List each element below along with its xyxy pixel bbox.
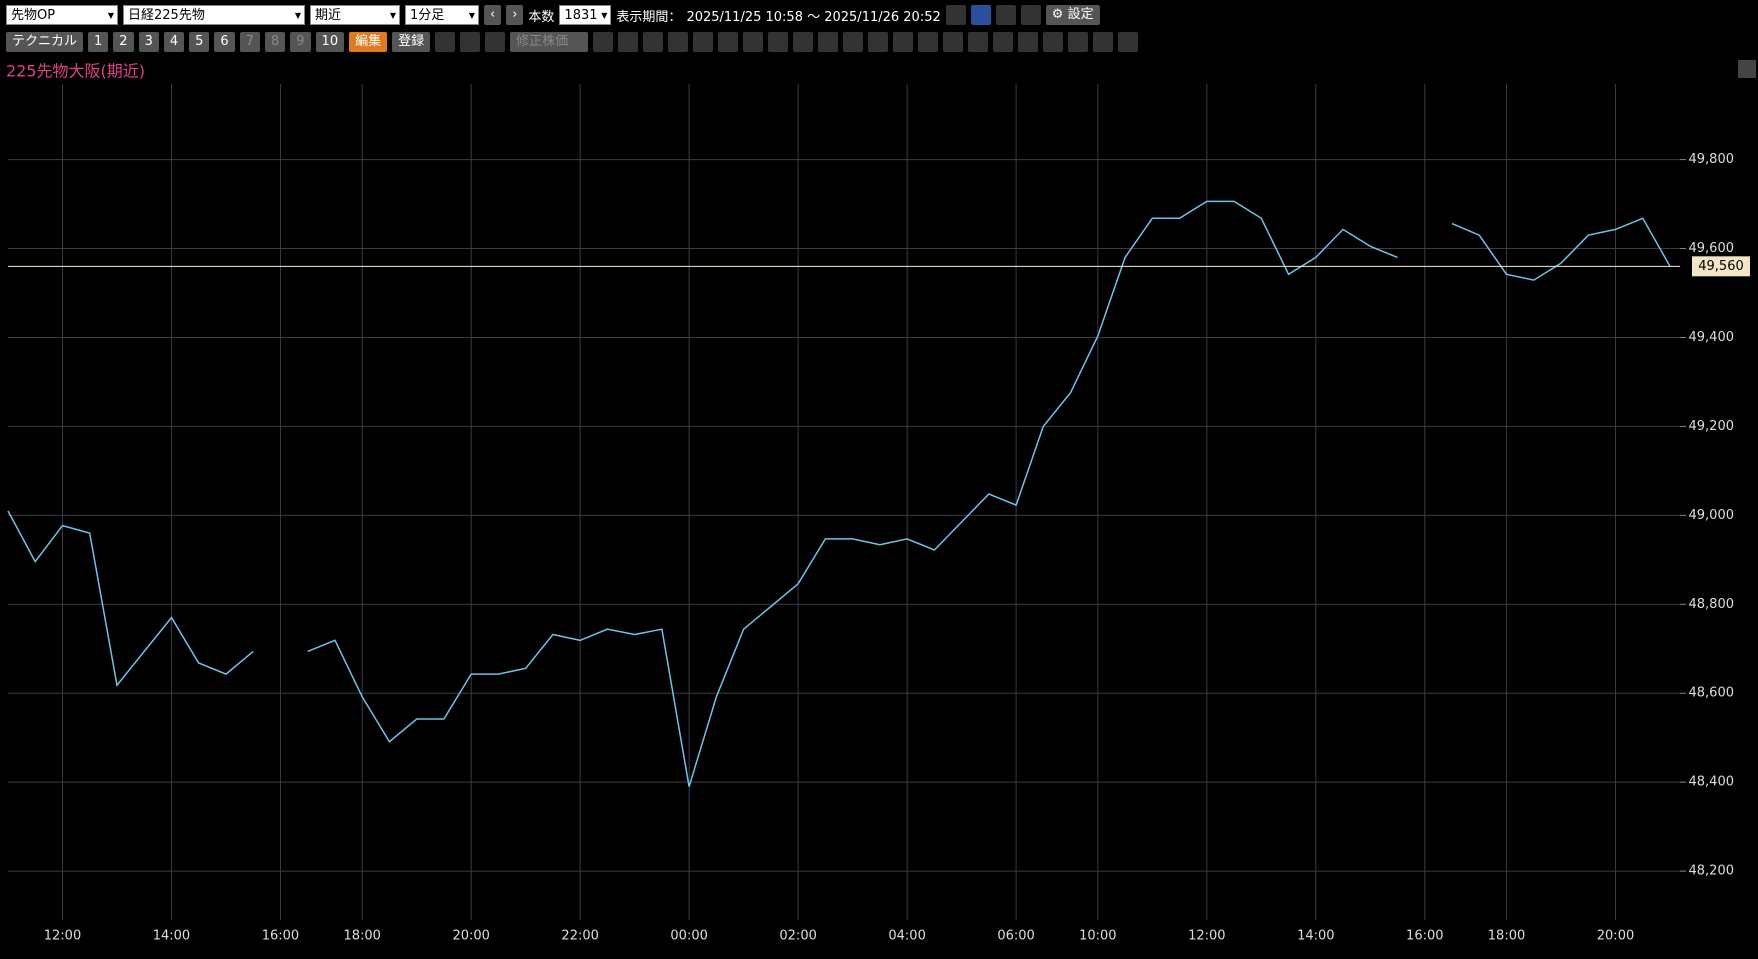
- x-tick-label: 06:00: [997, 929, 1034, 944]
- toolbar: 先物OP 日経225先物 期近 1分足 ‹ › 本数 1831 表示期間： 20…: [0, 0, 1758, 58]
- tool-icon[interactable]: [943, 32, 964, 52]
- slot-button[interactable]: 4: [163, 32, 185, 52]
- export-button[interactable]: [1020, 5, 1041, 25]
- tool-icon[interactable]: [868, 32, 889, 52]
- x-tick-label: 18:00: [1488, 929, 1525, 944]
- symbol-select[interactable]: 日経225先物: [123, 5, 305, 26]
- tool-icon[interactable]: [768, 32, 789, 52]
- tool-icon[interactable]: [1043, 32, 1064, 52]
- settings-text: 設定: [1067, 7, 1094, 22]
- chart-bg: [0, 58, 1758, 959]
- slot-button[interactable]: 1: [88, 32, 109, 52]
- x-tick-label: 12:00: [44, 929, 81, 944]
- tool-icon[interactable]: [1118, 32, 1139, 52]
- y-tick-label: 48,600: [1689, 686, 1735, 701]
- tool-icon[interactable]: [618, 32, 639, 52]
- tool-icon[interactable]: [1093, 32, 1114, 52]
- edit-button[interactable]: 編集: [349, 32, 388, 52]
- undo-button[interactable]: [945, 5, 966, 25]
- tool-icon[interactable]: [993, 32, 1014, 52]
- x-tick-label: 20:00: [1597, 929, 1634, 944]
- x-tick-label: 22:00: [561, 929, 598, 944]
- y-tick-label: 48,400: [1689, 775, 1735, 790]
- slot-button[interactable]: 3: [138, 32, 159, 52]
- x-tick-label: 20:00: [452, 929, 489, 944]
- slot-button[interactable]: 9: [290, 32, 311, 52]
- tool-icon[interactable]: [485, 32, 506, 52]
- tool-icon[interactable]: [668, 32, 689, 52]
- x-tick-label: 04:00: [888, 929, 925, 944]
- register-button[interactable]: 登録: [392, 32, 431, 52]
- x-tick-label: 16:00: [262, 929, 299, 944]
- bars-label: 本数: [528, 9, 555, 25]
- last-price-box: [1692, 256, 1750, 277]
- last-price-label: 49,560: [1698, 259, 1744, 274]
- tool-icon[interactable]: [743, 32, 764, 52]
- x-tick-label: 02:00: [779, 929, 816, 944]
- y-tick-label: 49,200: [1689, 419, 1735, 434]
- y-tick-label: 49,600: [1689, 241, 1735, 256]
- y-tick-label: 48,800: [1689, 597, 1735, 612]
- settings-button[interactable]: ⚙ 設定: [1045, 5, 1100, 25]
- period: 2025/11/25 10:58 ～ 2025/11/26 20:52: [686, 9, 941, 25]
- x-tick-label: 18:00: [343, 929, 380, 944]
- prev-button[interactable]: ‹: [484, 5, 502, 25]
- tool-icon[interactable]: [718, 32, 739, 52]
- slot-button[interactable]: 6: [214, 32, 235, 52]
- tool-icon[interactable]: [818, 32, 839, 52]
- collapse-button[interactable]: [1738, 60, 1756, 78]
- x-tick-label: 14:00: [153, 929, 190, 944]
- contract-select[interactable]: 期近: [310, 5, 400, 26]
- y-tick-label: 48,200: [1689, 864, 1735, 879]
- tool-icon[interactable]: [893, 32, 914, 52]
- tool-icon[interactable]: [643, 32, 664, 52]
- tool-icon[interactable]: [435, 32, 456, 52]
- print-button[interactable]: [995, 5, 1016, 25]
- period-label: 表示期間：: [616, 9, 682, 25]
- bars-input[interactable]: 1831: [559, 5, 612, 26]
- y-tick-label: 49,400: [1689, 330, 1735, 345]
- adjusted-button[interactable]: 修正株価: [510, 32, 589, 52]
- x-tick-label: 16:00: [1406, 929, 1443, 944]
- x-tick-label: 14:00: [1297, 929, 1334, 944]
- x-tick-label: 00:00: [670, 929, 707, 944]
- slot-button[interactable]: 5: [189, 32, 210, 52]
- slot-button[interactable]: 10: [315, 32, 345, 52]
- technical-button[interactable]: テクニカル: [6, 32, 84, 52]
- slot-button[interactable]: 7: [239, 32, 260, 52]
- price-line: [7, 200, 1671, 787]
- tool-icon[interactable]: [793, 32, 814, 52]
- next-button[interactable]: ›: [506, 5, 524, 25]
- interval-select[interactable]: 1分足: [405, 5, 479, 26]
- slot-button[interactable]: 8: [264, 32, 286, 52]
- tool-icon[interactable]: [968, 32, 989, 52]
- tool-icon[interactable]: [460, 32, 481, 52]
- x-tick-label: 10:00: [1079, 929, 1116, 944]
- tool-icon[interactable]: [1068, 32, 1089, 52]
- y-tick-label: 49,000: [1689, 508, 1735, 523]
- tool-icon[interactable]: [843, 32, 864, 52]
- slot-button[interactable]: 2: [113, 32, 134, 52]
- chart-title: 225先物大阪(期近): [6, 62, 145, 81]
- y-tick-label: 49,800: [1689, 152, 1735, 167]
- x-tick-label: 12:00: [1188, 929, 1225, 944]
- tool-icon[interactable]: [693, 32, 714, 52]
- market-select[interactable]: 先物OP: [6, 5, 118, 26]
- tool-icon[interactable]: [918, 32, 939, 52]
- tool-icon[interactable]: [1018, 32, 1039, 52]
- tool-icon[interactable]: [593, 32, 614, 52]
- mode-button[interactable]: [970, 5, 991, 25]
